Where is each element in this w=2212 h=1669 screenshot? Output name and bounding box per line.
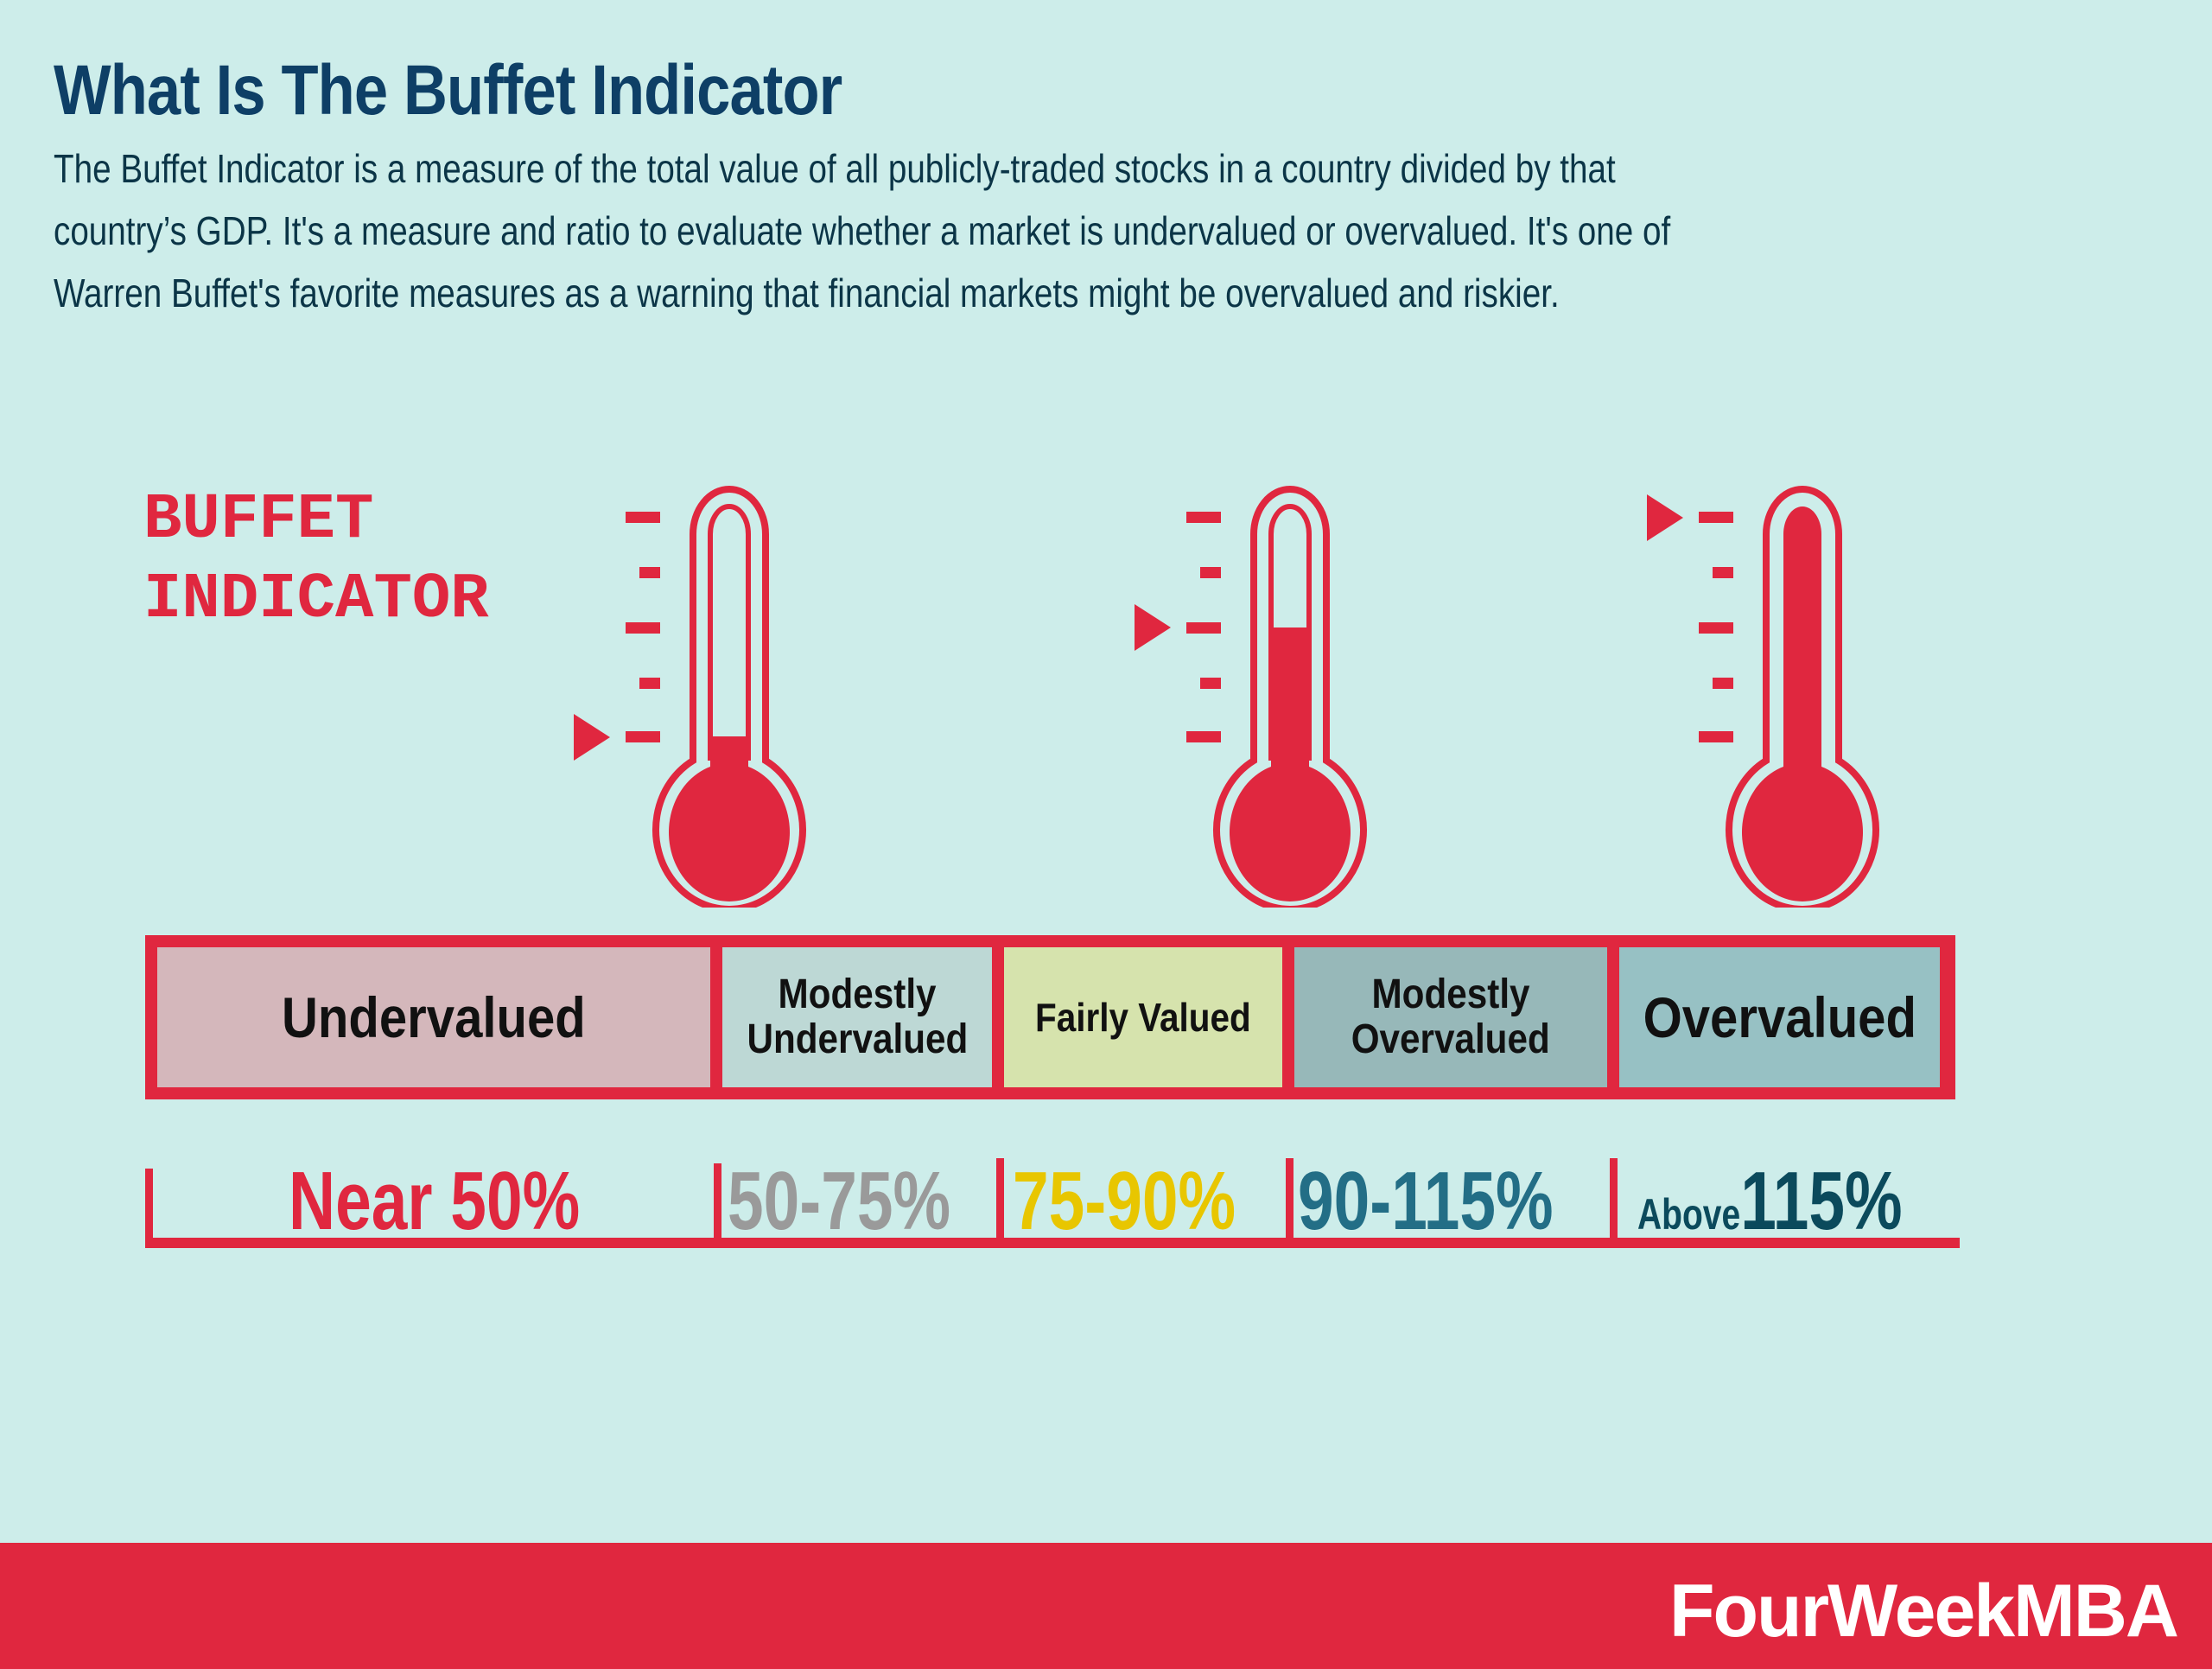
scale-cell-overvalued: Overvalued: [1619, 947, 1940, 1087]
tick-mark: [1186, 512, 1221, 523]
range-baseline: [145, 1238, 1960, 1248]
scale-label: Overvalued: [1643, 985, 1916, 1049]
scale-label: Fairly Valued: [1035, 995, 1251, 1040]
description-line-1: The Buffet Indicator is a measure of the…: [54, 146, 1616, 191]
range-value: 115%: [1740, 1155, 1903, 1247]
range-divider: [1286, 1158, 1294, 1238]
brand-logo: FourWeekMBA: [1669, 1570, 2179, 1653]
tick-mark: [1200, 678, 1221, 689]
valuation-scale-bar: Undervalued Modestly Undervalued Fairly …: [145, 935, 1955, 1099]
tick-mark: [626, 731, 660, 742]
tick-mark: [626, 622, 660, 634]
range-undervalued: Near 50%: [289, 1155, 581, 1247]
scale-label: Modestly: [1371, 971, 1530, 1017]
range-modestly-undervalued: 50-75%: [728, 1155, 951, 1247]
tick-mark: [1713, 678, 1733, 689]
tick-mark: [639, 567, 660, 578]
tick-mark: [1713, 567, 1733, 578]
page-title: What Is The Buffet Indicator: [54, 51, 842, 130]
diagram-label-line-1: BUFFET: [143, 484, 374, 557]
tick-mark: [1200, 567, 1221, 578]
footer-bar: [0, 1543, 2212, 1669]
range-prefix: Above: [1637, 1190, 1741, 1239]
range-divider: [996, 1158, 1004, 1238]
tick-mark: [639, 678, 660, 689]
description-line-3: Warren Buffet's favorite measures as a w…: [54, 271, 1560, 315]
tick-mark: [1699, 731, 1733, 742]
tick-mark: [1699, 622, 1733, 634]
range-divider: [714, 1163, 721, 1241]
thermometer-medium: [1114, 475, 1373, 908]
description-line-2: country’s GDP. It's a measure and ratio …: [54, 208, 1671, 253]
pointer-arrow-icon: [1647, 494, 1683, 541]
scale-label: Modestly: [778, 971, 937, 1017]
tick-mark: [626, 512, 660, 523]
range-divider: [145, 1169, 153, 1248]
tick-mark: [1186, 622, 1221, 634]
scale-cell-undervalued: Undervalued: [157, 947, 710, 1087]
range-fairly-valued: 75-90%: [1013, 1155, 1236, 1247]
thermometer-icon: [1213, 486, 1367, 908]
scale-label: Overvalued: [1351, 1016, 1551, 1062]
scale-cell-fairly-valued: Fairly Valued: [1004, 947, 1282, 1087]
range-divider: [1610, 1158, 1618, 1238]
thermometer-high: [1626, 475, 1885, 908]
thermometer-low: [553, 475, 812, 908]
thermometer-icon: [652, 486, 806, 908]
pointer-arrow-icon: [1135, 604, 1171, 651]
tick-mark: [1186, 731, 1221, 742]
scale-cell-modestly-undervalued: Modestly Undervalued: [722, 947, 992, 1087]
range-modestly-overvalued: 90-115%: [1298, 1155, 1554, 1247]
scale-label: Undervalued: [747, 1016, 968, 1062]
scale-cell-modestly-overvalued: Modestly Overvalued: [1294, 947, 1607, 1087]
range-overvalued: Above115%: [1637, 1158, 1903, 1245]
scale-label: Undervalued: [282, 985, 586, 1049]
pointer-arrow-icon: [574, 714, 610, 761]
thermometer-icon: [1726, 486, 1879, 908]
diagram-label-line-2: INDICATOR: [143, 564, 489, 636]
tick-mark: [1699, 512, 1733, 523]
